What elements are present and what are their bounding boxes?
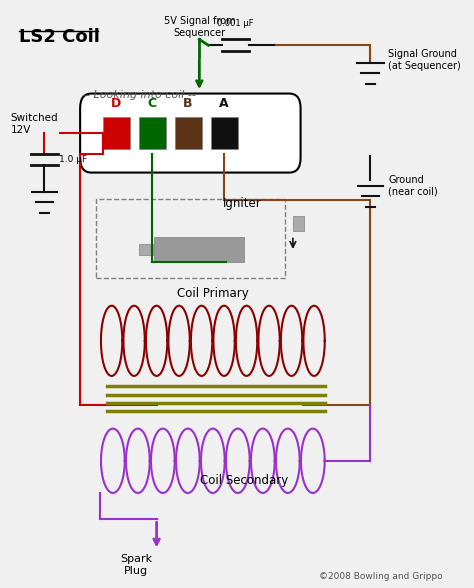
Text: D: D [111,97,121,110]
Text: LS2 Coil: LS2 Coil [19,28,100,46]
Text: A: A [219,97,229,110]
FancyBboxPatch shape [174,117,201,149]
Text: 5V Signal from
Sequencer: 5V Signal from Sequencer [164,16,235,38]
Text: C: C [147,97,157,110]
FancyBboxPatch shape [210,117,237,149]
Text: Igniter: Igniter [223,198,262,211]
Text: Switched
12V: Switched 12V [10,113,58,135]
Text: 0.001 μF: 0.001 μF [217,19,254,28]
FancyBboxPatch shape [102,117,129,149]
Text: Ground
(near coil): Ground (near coil) [388,175,438,196]
Text: -- Looking into coil --: -- Looking into coil -- [82,90,196,100]
FancyBboxPatch shape [138,117,165,149]
Text: Signal Ground
(at Sequencer): Signal Ground (at Sequencer) [388,49,461,71]
Text: 1.0 μF: 1.0 μF [59,155,87,164]
Text: Spark
Plug: Spark Plug [120,554,153,576]
FancyBboxPatch shape [138,243,153,255]
FancyBboxPatch shape [80,93,301,172]
FancyBboxPatch shape [293,216,304,231]
FancyBboxPatch shape [155,237,244,262]
Text: Coil Primary: Coil Primary [177,287,249,300]
Text: B: B [183,97,193,110]
Text: Coil Secondary: Coil Secondary [200,474,289,487]
Text: ©2008 Bowling and Grippo: ©2008 Bowling and Grippo [319,572,442,581]
